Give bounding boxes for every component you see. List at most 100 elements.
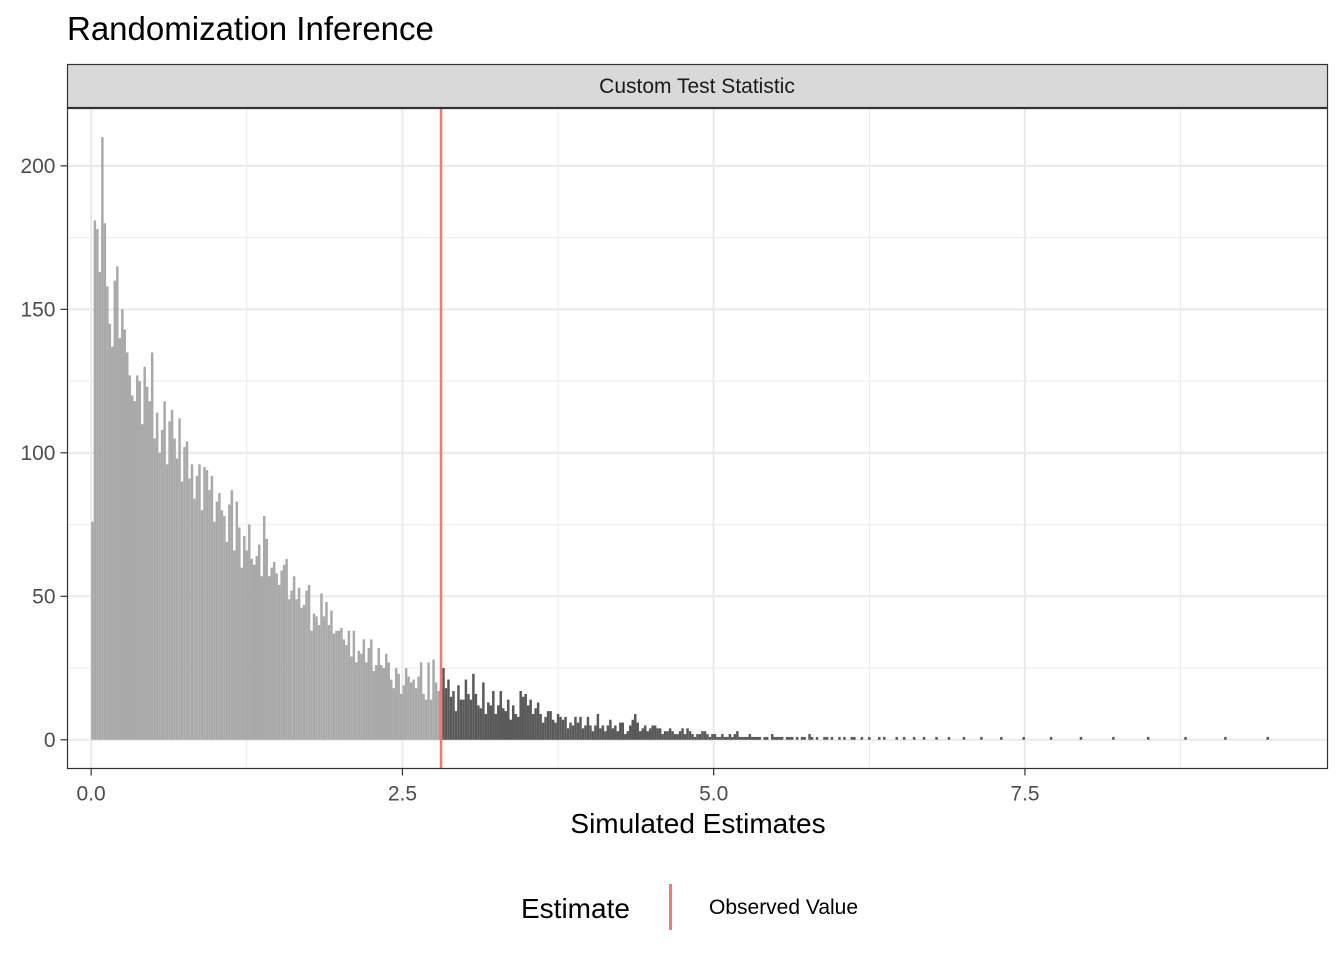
histogram-bar (362, 639, 366, 740)
histogram-bar (160, 429, 164, 740)
histogram-bar (307, 584, 311, 740)
histogram-bar (868, 736, 871, 740)
histogram-bar (815, 736, 819, 740)
histogram-bar (741, 736, 744, 740)
histogram-bar (716, 736, 719, 740)
histogram-bar (810, 736, 814, 740)
histogram-bar (688, 731, 692, 740)
histogram-bar (210, 475, 214, 740)
histogram-bar (494, 713, 498, 740)
histogram-bar (1112, 736, 1115, 740)
histogram-bar (743, 736, 747, 740)
histogram-bar (778, 736, 781, 740)
histogram-bar (803, 736, 806, 740)
histogram-bar (668, 728, 672, 740)
histogram-bar (200, 510, 204, 740)
histogram-bar (980, 736, 983, 740)
histogram-bar (656, 728, 659, 740)
histogram-bar (661, 734, 664, 740)
histogram-bar (693, 736, 697, 740)
histogram-chart: Custom Test Statistic 0.0 2.5 5.0 7.5 0 50 100… (20, 63, 1329, 839)
histogram-bar (215, 501, 219, 740)
histogram-bar (250, 559, 254, 740)
histogram-bar (243, 536, 246, 740)
histogram-bar (751, 736, 754, 740)
histogram-bar (673, 734, 677, 740)
histogram-bar (198, 464, 201, 740)
histogram-bar (703, 731, 707, 740)
histogram-bar (614, 725, 617, 740)
histogram-bar (604, 731, 607, 740)
histogram-bar (130, 395, 134, 740)
histogram-bar (295, 599, 298, 740)
histogram-bar (384, 653, 388, 740)
histogram-bar (262, 515, 266, 740)
histogram-bar (676, 734, 679, 740)
histogram-bar (98, 272, 102, 740)
histogram-bar (1266, 736, 1269, 740)
histogram-bar (407, 676, 410, 740)
histogram-bar (601, 725, 605, 740)
histogram-bar (183, 447, 186, 740)
histogram-bar (586, 716, 590, 740)
histogram-bar (808, 734, 811, 740)
histogram-bar (726, 736, 729, 740)
histogram-bar (626, 731, 630, 740)
histogram-bar (310, 630, 313, 740)
histogram-bar (569, 722, 572, 740)
histogram-bar (464, 679, 468, 740)
histogram-bar (621, 722, 625, 740)
histogram-bar (708, 736, 712, 740)
histogram-bar (895, 736, 898, 740)
histogram-bar (591, 731, 595, 740)
histogram-bar (424, 699, 428, 740)
histogram-bar (1184, 736, 1187, 740)
histogram-bar (683, 734, 687, 740)
histogram-bar (780, 736, 784, 740)
histogram-bar (357, 650, 361, 740)
histogram-bar (165, 464, 169, 740)
histogram-bar (492, 691, 495, 740)
facet-label: Custom Test Statistic (599, 75, 795, 98)
histogram-bar (728, 734, 732, 740)
histogram-bar (646, 731, 649, 740)
y-tick-label: 150 (20, 298, 55, 321)
histogram-bar (850, 736, 854, 740)
histogram-bar (653, 725, 657, 740)
histogram-bar (290, 590, 293, 740)
histogram-bar (422, 693, 425, 740)
histogram-bar (355, 662, 358, 740)
histogram-bar (103, 223, 107, 740)
histogram-bar (111, 346, 114, 740)
histogram-bar (830, 736, 834, 740)
histogram-bar (795, 736, 799, 740)
histogram-bar (1079, 736, 1083, 740)
histogram-bar (636, 722, 639, 740)
histogram-bar (902, 736, 906, 740)
histogram-bar (437, 691, 440, 740)
histogram-bar (823, 736, 826, 740)
histogram-bar (350, 656, 353, 740)
histogram-bar (691, 734, 694, 740)
panel-border (66, 107, 1329, 770)
facet-strip (66, 63, 1329, 109)
histogram-bar (775, 736, 779, 740)
histogram-bar (282, 564, 286, 740)
histogram-bar (472, 673, 475, 740)
legend-title: Estimate (521, 893, 630, 924)
histogram-bar (360, 653, 363, 740)
histogram-bar (696, 734, 699, 740)
histogram-bar (947, 736, 951, 740)
histogram-bar (731, 736, 734, 740)
histogram-bar (394, 668, 398, 740)
histogram-bar (457, 685, 460, 740)
histogram-bar (584, 725, 587, 740)
histogram-bar (825, 736, 829, 740)
histogram-bar (175, 458, 179, 740)
histogram-bar (377, 647, 381, 740)
histogram-bar (634, 713, 637, 740)
histogram-bar (327, 625, 331, 740)
legend-label: Observed Value (709, 896, 859, 919)
histogram-bar (419, 662, 423, 740)
histogram-bar (185, 441, 189, 740)
